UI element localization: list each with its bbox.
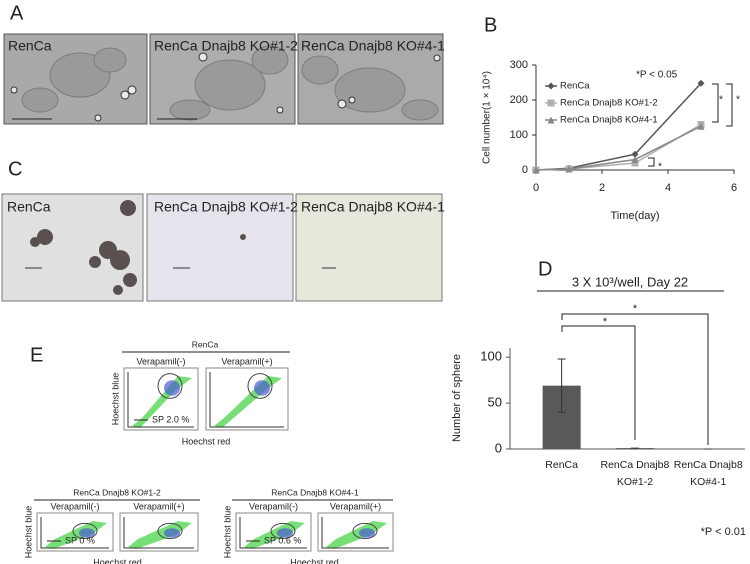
x-tick-label: 6 <box>731 182 737 194</box>
point <box>547 82 555 90</box>
axes <box>321 517 389 549</box>
population <box>79 528 95 538</box>
x-tick-label: RenCa <box>545 459 578 471</box>
x-axis-label: Hoechst red <box>182 436 231 446</box>
group-title: RenCa Dnajb8 KO#1-2 <box>73 487 161 497</box>
image-label: RenCa <box>8 38 52 54</box>
population <box>164 528 180 538</box>
micrographs-a <box>3 33 444 125</box>
y-tick-label: 50 <box>488 395 502 410</box>
sp-label: SP 0.6 % <box>264 535 301 545</box>
micrographs-c <box>1 193 443 302</box>
gate <box>270 522 296 540</box>
population <box>254 380 270 396</box>
significance-brackets <box>537 290 724 445</box>
condition-label: Verapamil(-) <box>249 501 298 511</box>
y-tick-label: 0 <box>495 440 502 455</box>
axes <box>209 372 284 428</box>
chart-title: 3 X 10³/well, Day 22 <box>572 274 688 289</box>
panel-label: A <box>10 2 24 24</box>
gate <box>247 373 273 399</box>
axes <box>127 372 194 428</box>
group-title: RenCa <box>192 339 219 349</box>
y-axis-label: Number of sphere <box>451 354 463 442</box>
axes <box>40 517 109 549</box>
sp-label: SP 0 % <box>65 535 95 545</box>
y-axis-label: Cell number(1 × 10⁴) <box>482 71 493 164</box>
panel-label: C <box>8 158 22 180</box>
point <box>631 150 639 158</box>
point <box>565 165 573 173</box>
x-tick-label: 0 <box>533 182 539 194</box>
x-tick-label: 2 <box>599 182 605 194</box>
population <box>45 521 107 549</box>
population <box>277 528 293 538</box>
panel-label: D <box>538 258 552 280</box>
panel-label: E <box>30 344 43 366</box>
annotation: * <box>719 95 723 106</box>
image-label: RenCa <box>7 199 51 215</box>
image-label: RenCa Dnajb8 KO#1-2 <box>154 38 298 54</box>
image-label: RenCa Dnajb8 KO#4-1 <box>301 38 445 54</box>
x-tick-label: RenCa Dnajb8 KO#1-2 <box>600 459 670 488</box>
condition-label: Verapamil(-) <box>50 501 99 511</box>
flow-panels: RenCa Verapamil(-) SP 2.0 % Verapamil(+) Hoe… <box>23 339 394 564</box>
population <box>244 521 305 549</box>
annotation: *P < 0.05 <box>636 70 678 81</box>
legend-label: RenCa <box>560 81 590 92</box>
y-tick-label: 100 <box>480 349 502 364</box>
image-label: RenCa Dnajb8 KO#1-2 <box>154 199 298 215</box>
x-axis-label: Hoechst red <box>93 557 142 564</box>
point <box>697 122 705 130</box>
series-line <box>535 123 702 171</box>
gate <box>352 522 378 540</box>
condition-label: Verapamil(-) <box>136 356 185 366</box>
gate <box>72 522 98 540</box>
y-axis-label: Hoechst blue <box>23 506 33 559</box>
series-line <box>535 125 702 171</box>
condition-label: Verapamil(+) <box>221 356 272 366</box>
point <box>547 99 555 107</box>
condition-label: Verapamil(+) <box>133 501 184 511</box>
point <box>547 116 555 124</box>
population <box>326 521 387 549</box>
group-title: RenCa Dnajb8 KO#4-1 <box>271 487 359 497</box>
legend-label: RenCa Dnajb8 KO#1-2 <box>560 98 658 109</box>
annotation: * <box>633 303 638 315</box>
x-tick-label: RenCa Dnajb8 KO#4-1 <box>673 459 743 488</box>
annotation: *P < 0.01 <box>701 526 746 538</box>
axes <box>239 517 307 549</box>
y-tick-label: 200 <box>510 94 528 106</box>
x-axis-label: Time(day) <box>610 210 659 222</box>
axes <box>123 517 194 549</box>
condition-label: Verapamil(+) <box>330 501 381 511</box>
y-axis-label: Hoechst blue <box>222 506 232 559</box>
series-line <box>535 82 702 171</box>
point <box>532 166 540 174</box>
annotation: * <box>603 316 608 328</box>
image-label: RenCa Dnajb8 KO#4-1 <box>301 199 445 215</box>
population <box>164 380 180 396</box>
legend-label: RenCa Dnajb8 KO#4-1 <box>560 115 658 126</box>
y-tick-label: 100 <box>510 129 528 141</box>
gate <box>157 522 183 540</box>
annotation: * <box>658 162 662 173</box>
panel-label: B <box>484 14 497 36</box>
population <box>359 528 375 538</box>
point <box>631 156 639 163</box>
gate <box>157 373 183 399</box>
y-axis-label: Hoechst blue <box>110 373 120 426</box>
annotation: * <box>736 95 740 106</box>
error-bar <box>557 358 566 413</box>
x-tick-label: 4 <box>665 182 671 194</box>
sp-label: SP 2.0 % <box>152 414 189 424</box>
point <box>697 79 705 87</box>
x-axis-label: Hoechst red <box>290 557 339 564</box>
y-tick-label: 0 <box>522 164 528 176</box>
significance-brackets <box>648 83 733 167</box>
y-tick-label: 300 <box>510 59 528 71</box>
